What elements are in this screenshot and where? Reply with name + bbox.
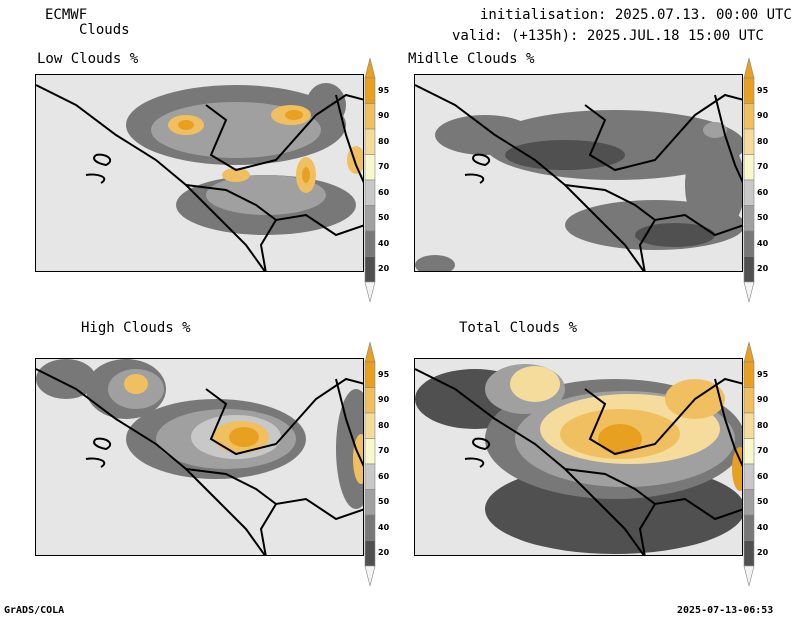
- colorbar-swatch: [364, 205, 376, 232]
- map-high-clouds: [35, 358, 364, 556]
- map-total-clouds: [414, 358, 743, 556]
- map-low-clouds: [35, 74, 364, 272]
- colorbar-level-label: 40: [757, 238, 769, 248]
- colorbar-swatches: [743, 57, 755, 303]
- colorbar-level-label: 80: [378, 136, 390, 146]
- panel-title-high: High Clouds %: [81, 320, 191, 336]
- colorbar-swatch: [364, 514, 376, 541]
- colorbar-swatch: [743, 205, 755, 232]
- footer-software: GrADS/COLA: [4, 605, 65, 616]
- middle-clouds-field: [415, 84, 742, 271]
- colorbar-level-label: 50: [378, 497, 390, 507]
- colorbar-level-label: 90: [378, 111, 390, 121]
- colorbar-swatch: [364, 179, 376, 206]
- colorbar-swatch: [743, 361, 755, 388]
- colorbar-swatches: [364, 341, 376, 587]
- colorbar-swatch: [364, 77, 376, 104]
- colorbar-total: 95 90 80 70 60 50 40 20: [743, 341, 775, 587]
- colorbar-swatch: [743, 154, 755, 181]
- colorbar-level-label: 40: [757, 522, 769, 532]
- colorbar-bottom-arrow: [743, 281, 755, 303]
- colorbar-swatch: [743, 230, 755, 257]
- colorbar-high: 95 90 80 70 60 50 40 20: [364, 341, 396, 587]
- colorbar-swatches: [743, 341, 755, 587]
- colorbar-level-label: 70: [757, 446, 769, 456]
- colorbar-swatch: [743, 256, 755, 283]
- product-label: Clouds: [79, 22, 130, 38]
- colorbar-level-label: 80: [757, 136, 769, 146]
- colorbar-swatch: [743, 387, 755, 414]
- colorbar-swatch: [743, 489, 755, 516]
- colorbar-swatch: [743, 463, 755, 490]
- colorbar-swatch: [364, 489, 376, 516]
- valid-time: valid: (+135h): 2025.JUL.18 15:00 UTC: [452, 28, 764, 44]
- colorbar-level-label: 40: [378, 238, 390, 248]
- colorbar-level-label: 95: [757, 369, 769, 379]
- colorbar-low: 95 90 80 70 60 50 40 20: [364, 57, 396, 303]
- colorbar-level-label: 90: [757, 395, 769, 405]
- colorbar-level-label: 50: [757, 213, 769, 223]
- low-clouds-field: [36, 83, 363, 271]
- colorbar-swatch: [743, 103, 755, 130]
- colorbar-bottom-arrow: [364, 281, 376, 303]
- colorbar-level-label: 60: [757, 471, 769, 481]
- colorbar-level-label: 80: [378, 420, 390, 430]
- map-middle-clouds: [414, 74, 743, 272]
- colorbar-level-label: 20: [757, 264, 769, 274]
- colorbar-swatch: [364, 128, 376, 155]
- colorbar-level-label: 60: [378, 471, 390, 481]
- colorbar-swatch: [364, 438, 376, 465]
- colorbar-swatch: [743, 438, 755, 465]
- colorbar-swatch: [743, 540, 755, 567]
- colorbar-level-label: 95: [378, 85, 390, 95]
- colorbar-swatch: [364, 154, 376, 181]
- colorbar-swatch: [364, 412, 376, 439]
- panel-title-total: Total Clouds %: [459, 320, 578, 336]
- init-time: initialisation: 2025.07.13. 00:00 UTC: [480, 7, 792, 23]
- colorbar-top-arrow: [743, 57, 755, 79]
- colorbar-swatch: [743, 77, 755, 104]
- colorbar-level-label: 95: [378, 369, 390, 379]
- colorbar-swatch: [364, 256, 376, 283]
- total-clouds-field: [415, 364, 742, 555]
- colorbar-level-label: 40: [378, 522, 390, 532]
- colorbar-level-label: 20: [378, 548, 390, 558]
- colorbar-bottom-arrow: [743, 565, 755, 587]
- model-label: ECMWF: [45, 7, 88, 23]
- colorbar-level-label: 95: [757, 85, 769, 95]
- colorbar-level-label: 80: [757, 420, 769, 430]
- colorbar-swatch: [743, 514, 755, 541]
- colorbar-level-label: 50: [378, 213, 390, 223]
- footer-timestamp: 2025-07-13-06:53: [677, 605, 774, 616]
- colorbar-swatch: [364, 230, 376, 257]
- colorbar-top-arrow: [743, 341, 755, 363]
- colorbar-swatch: [364, 540, 376, 567]
- high-clouds-field: [36, 359, 363, 555]
- colorbar-swatches: [364, 57, 376, 303]
- colorbar-swatch: [364, 103, 376, 130]
- colorbar-top-arrow: [364, 341, 376, 363]
- colorbar-swatch: [364, 463, 376, 490]
- colorbar-level-label: 70: [757, 162, 769, 172]
- colorbar-middle: 95 90 80 70 60 50 40 20: [743, 57, 775, 303]
- colorbar-level-label: 60: [378, 187, 390, 197]
- colorbar-swatch: [743, 179, 755, 206]
- colorbar-swatch: [364, 387, 376, 414]
- panel-title-middle: Midlle Clouds %: [408, 51, 535, 67]
- colorbar-swatch: [743, 128, 755, 155]
- colorbar-top-arrow: [364, 57, 376, 79]
- colorbar-swatch: [364, 361, 376, 388]
- colorbar-level-label: 90: [378, 395, 390, 405]
- colorbar-bottom-arrow: [364, 565, 376, 587]
- colorbar-level-label: 20: [378, 264, 390, 274]
- panel-title-low: Low Clouds %: [37, 51, 139, 67]
- colorbar-level-label: 50: [757, 497, 769, 507]
- colorbar-level-label: 70: [378, 446, 390, 456]
- colorbar-level-label: 20: [757, 548, 769, 558]
- colorbar-level-label: 60: [757, 187, 769, 197]
- colorbar-swatch: [743, 412, 755, 439]
- colorbar-level-label: 70: [378, 162, 390, 172]
- colorbar-level-label: 90: [757, 111, 769, 121]
